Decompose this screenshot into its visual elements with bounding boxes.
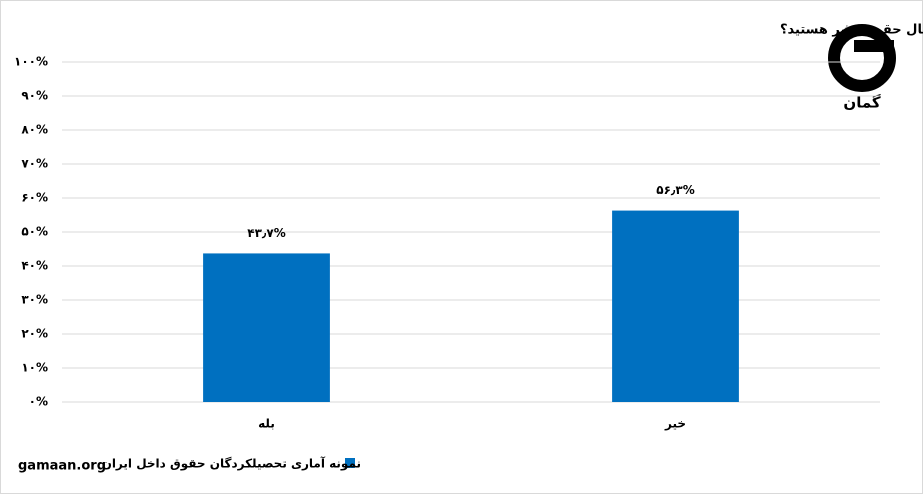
y-tick-label: ۵۰%	[21, 225, 48, 239]
logo-bar	[854, 40, 894, 52]
y-tick-label: ۸۰%	[21, 123, 48, 137]
y-tick-label: ۲۰%	[21, 327, 48, 341]
y-tick-label: ۴۰%	[21, 259, 48, 273]
bar	[612, 210, 739, 402]
logo-text: گمان	[843, 94, 880, 112]
y-tick-label: ۹۰%	[21, 89, 48, 103]
logo: گمان	[828, 24, 896, 112]
x-tick-label: بله	[258, 417, 275, 431]
source: gamaan.org	[18, 459, 106, 474]
y-tick-label: ۰%	[29, 395, 48, 409]
y-tick-label: ۳۰%	[21, 293, 48, 307]
value-label: ۴۳٫۷%	[247, 226, 286, 240]
legend-label: نمونه آماری تحصیلکردگان حقوق داخل ایران	[102, 456, 361, 472]
y-tick-label: ۱۰۰%	[14, 55, 48, 69]
y-tick-label: ۷۰%	[21, 157, 48, 171]
value-label: ۵۶٫۳%	[656, 183, 695, 197]
bar	[203, 253, 330, 402]
y-tick-label: ۱۰%	[21, 361, 48, 375]
x-tick-label: خیر	[664, 417, 686, 431]
legend-swatch	[345, 458, 355, 468]
logo-ring	[828, 24, 896, 92]
y-tick-label: ۶۰%	[21, 191, 48, 205]
